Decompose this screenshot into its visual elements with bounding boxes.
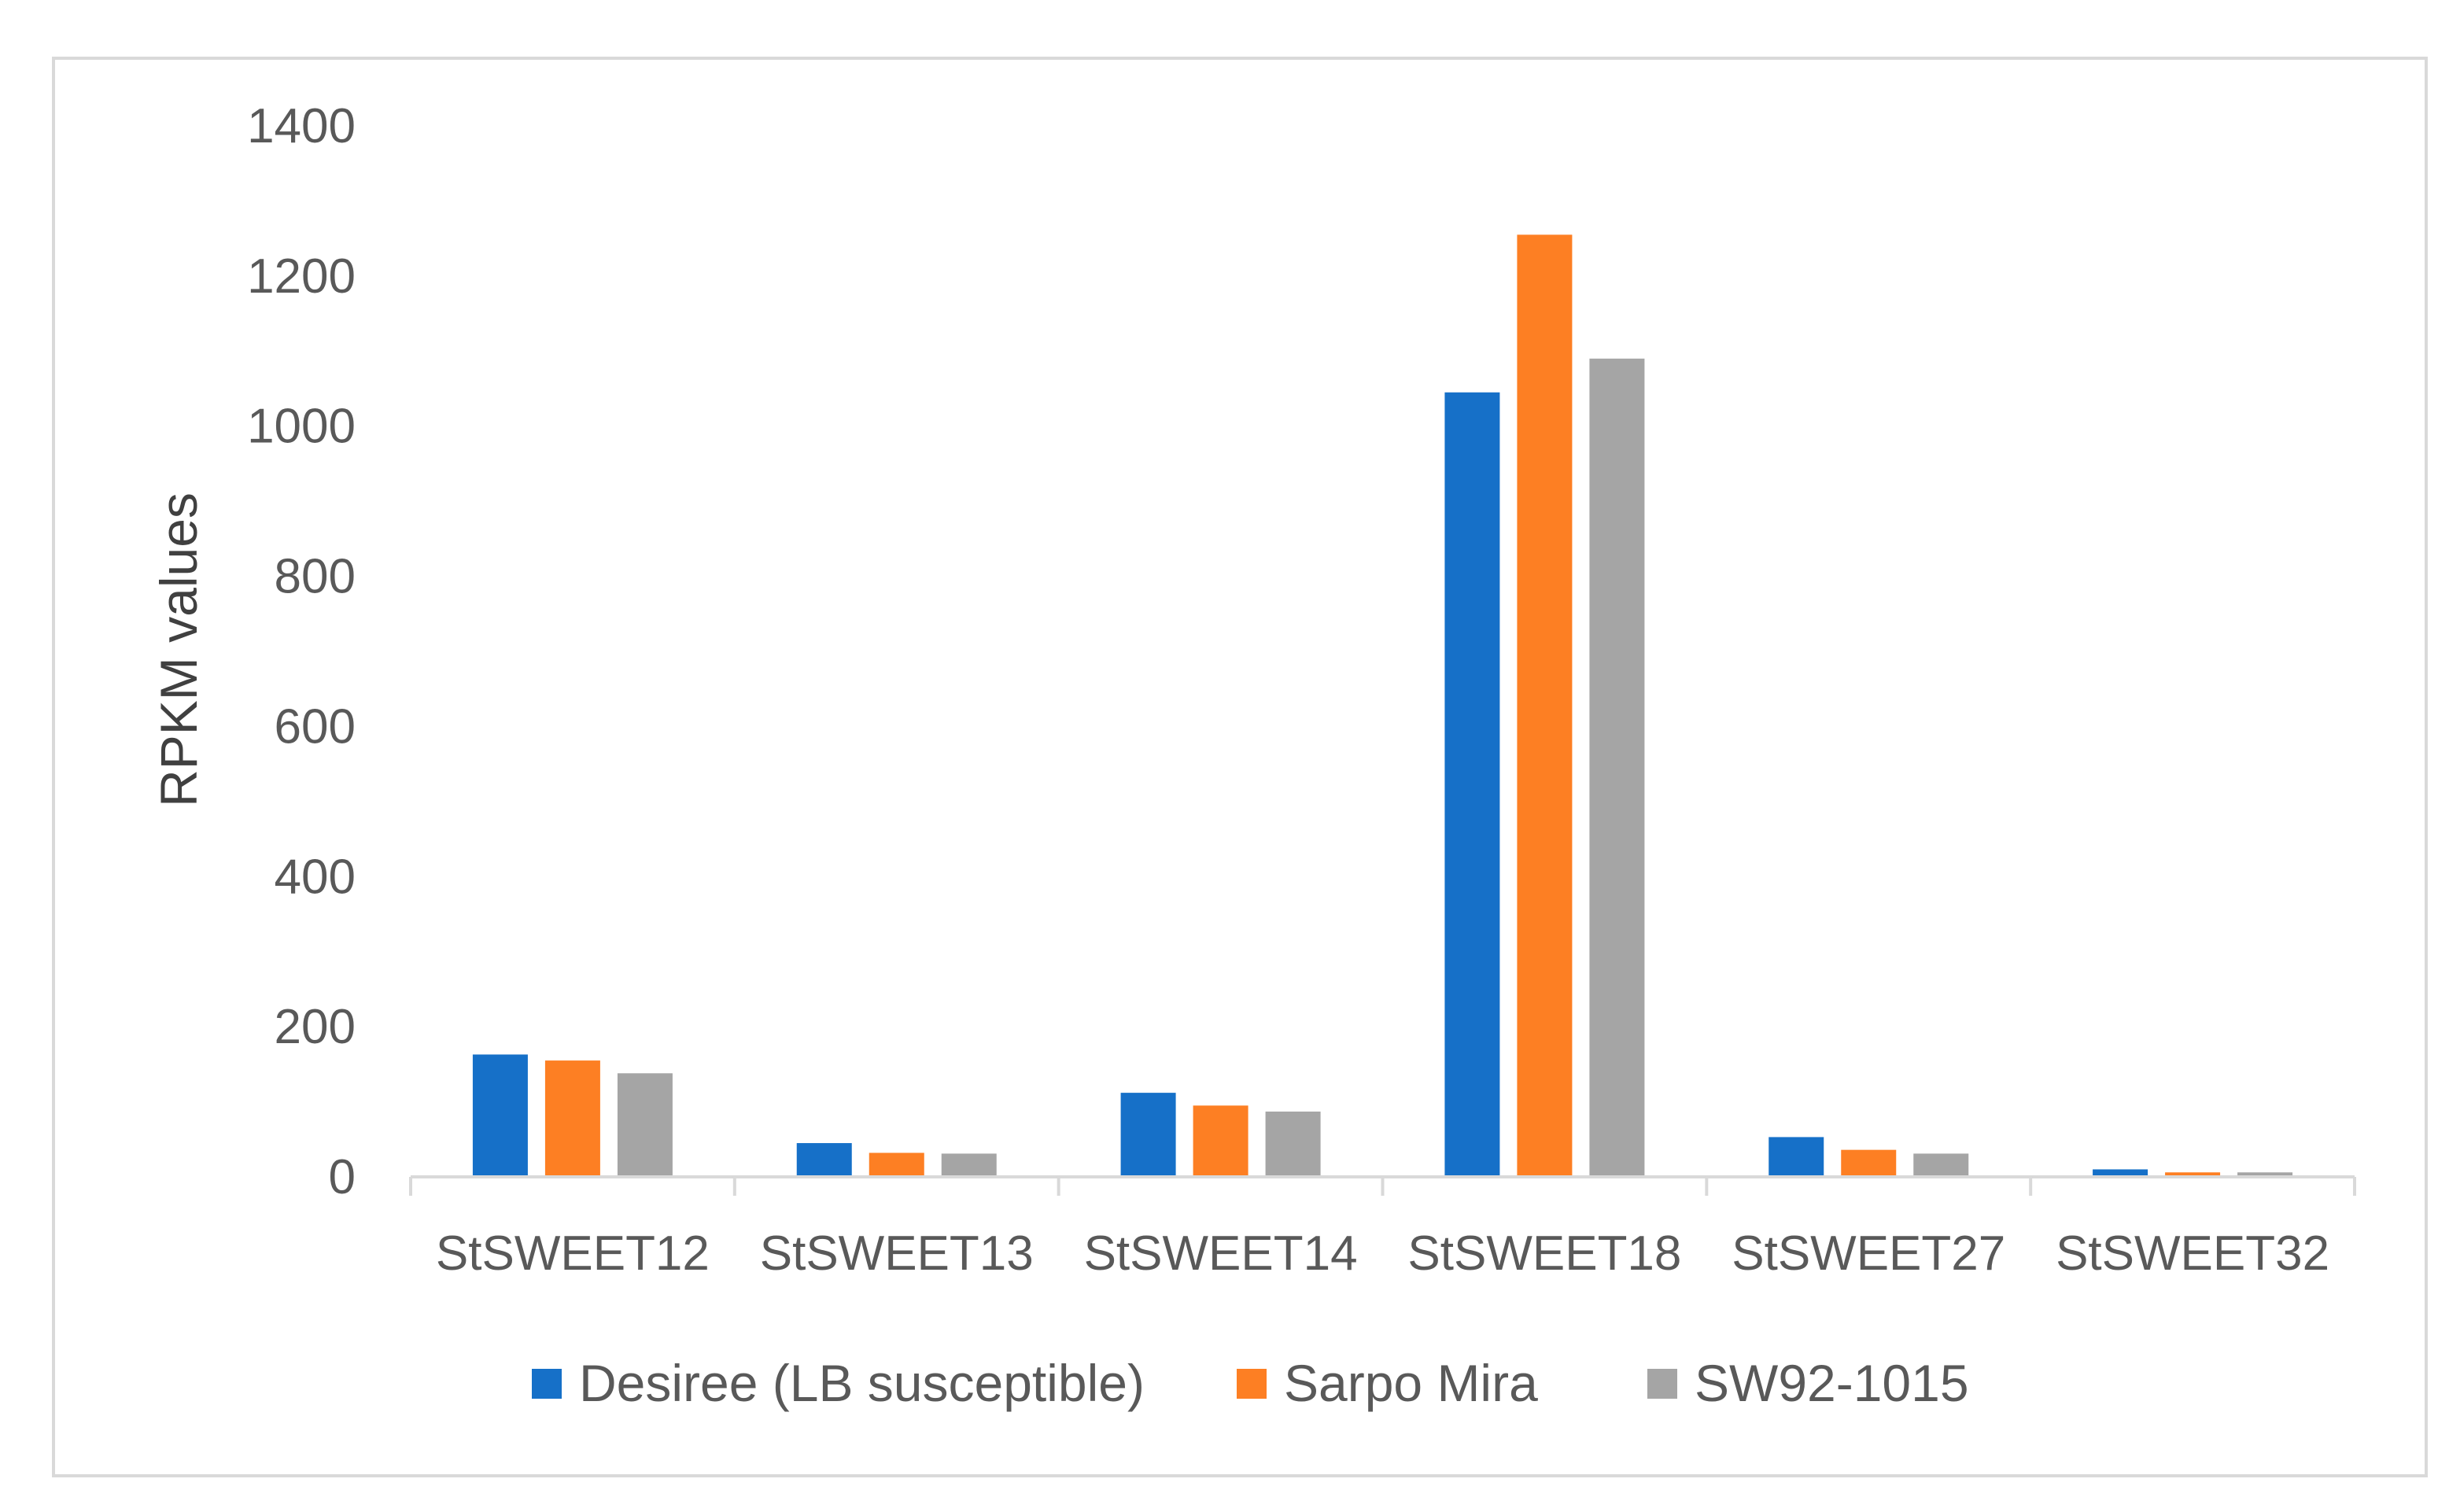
y-tick-label: 200 bbox=[275, 1000, 356, 1054]
bar bbox=[617, 1073, 673, 1177]
legend-swatch bbox=[532, 1369, 562, 1399]
legend-label: SW92-1015 bbox=[1695, 1354, 1969, 1412]
y-tick-label: 0 bbox=[329, 1150, 356, 1204]
bar bbox=[941, 1153, 997, 1177]
y-tick-label: 800 bbox=[275, 550, 356, 604]
y-tick-label: 400 bbox=[275, 850, 356, 904]
bar bbox=[1517, 234, 1573, 1177]
legend-label: Desiree (LB susceptible) bbox=[579, 1354, 1145, 1412]
x-axis: StSWEET12 StSWEET13 StSWEET14 StSWEET18 StSW… bbox=[409, 1175, 2356, 1281]
bar bbox=[472, 1054, 528, 1177]
bar bbox=[2237, 1172, 2293, 1177]
x-tick-label: StSWEET32 bbox=[2056, 1226, 2329, 1281]
chart-frame bbox=[52, 57, 2428, 1477]
x-tick-label: StSWEET14 bbox=[1084, 1226, 1358, 1281]
x-tick-label: StSWEET13 bbox=[760, 1226, 1034, 1281]
y-axis-ticks: 0 200 400 600 800 1000 1200 1400 bbox=[247, 99, 356, 1204]
legend-swatch bbox=[1647, 1369, 1677, 1399]
bar bbox=[796, 1143, 852, 1177]
bar bbox=[1193, 1105, 1248, 1177]
bar bbox=[1913, 1153, 1969, 1177]
y-tick-label: 1400 bbox=[247, 99, 356, 153]
legend-swatch bbox=[1237, 1369, 1267, 1399]
y-axis-title: RPKM values bbox=[149, 492, 208, 807]
y-tick-label: 600 bbox=[275, 699, 356, 754]
bars bbox=[472, 234, 2293, 1177]
bar bbox=[1841, 1149, 1897, 1177]
bar bbox=[1589, 358, 1645, 1177]
y-tick-label: 1000 bbox=[247, 400, 356, 454]
x-tick-label: StSWEET27 bbox=[1732, 1226, 2005, 1281]
x-tick-label: StSWEET12 bbox=[436, 1226, 710, 1281]
bar bbox=[869, 1152, 924, 1177]
bar bbox=[2093, 1169, 2148, 1177]
bar bbox=[1769, 1137, 1824, 1177]
bar bbox=[2165, 1172, 2221, 1177]
bar bbox=[1444, 392, 1500, 1177]
y-tick-label: 1200 bbox=[247, 249, 356, 304]
legend-label: Sarpo Mira bbox=[1284, 1354, 1538, 1412]
legend: Desiree (LB susceptible) Sarpo Mira SW92-1… bbox=[532, 1354, 1969, 1412]
bar bbox=[1265, 1111, 1321, 1177]
bar bbox=[544, 1060, 600, 1177]
x-tick-label: StSWEET18 bbox=[1407, 1226, 1681, 1281]
bar bbox=[1120, 1093, 1176, 1177]
